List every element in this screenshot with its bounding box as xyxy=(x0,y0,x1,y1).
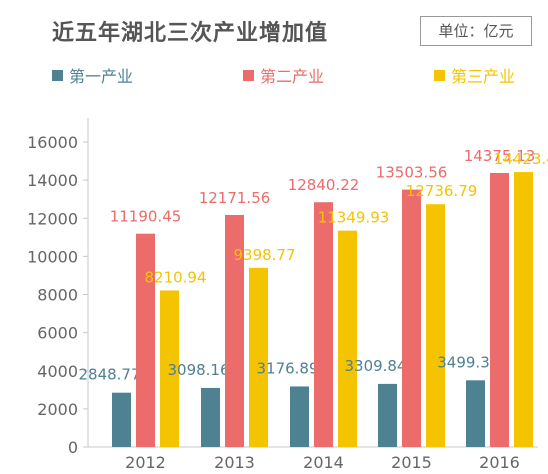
bar xyxy=(402,189,421,448)
bar xyxy=(290,386,309,447)
y-tick-label: 12000 xyxy=(27,209,78,228)
data-label: 12171.56 xyxy=(199,189,271,207)
x-tick-label: 2016 xyxy=(479,453,520,472)
legend-label-tertiary: 第三产业 xyxy=(451,67,516,86)
y-tick-label: 4000 xyxy=(37,362,78,381)
bar xyxy=(466,380,485,447)
data-label: 3176.89 xyxy=(256,359,318,377)
y-tick-label: 8000 xyxy=(37,286,78,305)
legend: 第一产业 第二产业 第三产业 xyxy=(0,63,548,87)
data-label: 8210.94 xyxy=(144,268,206,286)
bar xyxy=(378,383,397,447)
y-tick-label: 6000 xyxy=(37,324,78,343)
data-label: 13503.56 xyxy=(376,164,448,182)
bar xyxy=(490,172,509,447)
x-tick-label: 2013 xyxy=(214,453,255,472)
y-tick-label: 16000 xyxy=(27,133,78,152)
legend-label-primary: 第一产业 xyxy=(69,67,134,86)
legend-item-tertiary: 第三产业 xyxy=(434,63,515,87)
data-label: 14423.48 xyxy=(494,150,548,168)
bar xyxy=(136,233,155,447)
data-label: 14375.13 xyxy=(464,147,536,165)
bar xyxy=(314,202,333,447)
chart-title: 近五年湖北三次产业增加值 xyxy=(52,21,329,46)
legend-item-primary: 第一产业 xyxy=(52,63,133,87)
bar xyxy=(160,290,179,447)
data-label: 2848.77 xyxy=(78,366,140,384)
bar xyxy=(514,172,533,447)
bar xyxy=(112,392,131,447)
x-tick-label: 2015 xyxy=(391,453,432,472)
bar xyxy=(201,387,220,447)
x-tick-label: 2012 xyxy=(125,453,166,472)
y-tick-label: 14000 xyxy=(27,171,78,190)
y-tick-label: 2000 xyxy=(37,400,78,419)
legend-swatch-tertiary xyxy=(434,69,445,81)
data-label: 3098.16 xyxy=(167,361,229,379)
legend-swatch-primary xyxy=(52,69,63,81)
data-label: 3499.3 xyxy=(437,353,490,371)
bar xyxy=(426,204,445,447)
data-label: 12840.22 xyxy=(288,176,360,194)
y-tick-label: 0 xyxy=(68,438,78,457)
y-tick-label: 10000 xyxy=(27,247,78,266)
bar xyxy=(338,230,357,447)
unit-label: 单位：亿元 xyxy=(420,16,532,46)
legend-swatch-secondary xyxy=(243,69,254,81)
data-label: 12736.79 xyxy=(406,182,478,200)
legend-item-secondary: 第二产业 xyxy=(243,63,324,87)
data-label: 9398.77 xyxy=(233,246,295,264)
data-label: 11349.93 xyxy=(318,209,390,227)
data-label: 11190.45 xyxy=(110,208,182,226)
data-label: 3309.84 xyxy=(344,357,406,375)
legend-label-secondary: 第二产业 xyxy=(260,67,325,86)
bar xyxy=(225,214,244,447)
x-tick-label: 2014 xyxy=(303,453,344,472)
bar xyxy=(249,267,268,447)
